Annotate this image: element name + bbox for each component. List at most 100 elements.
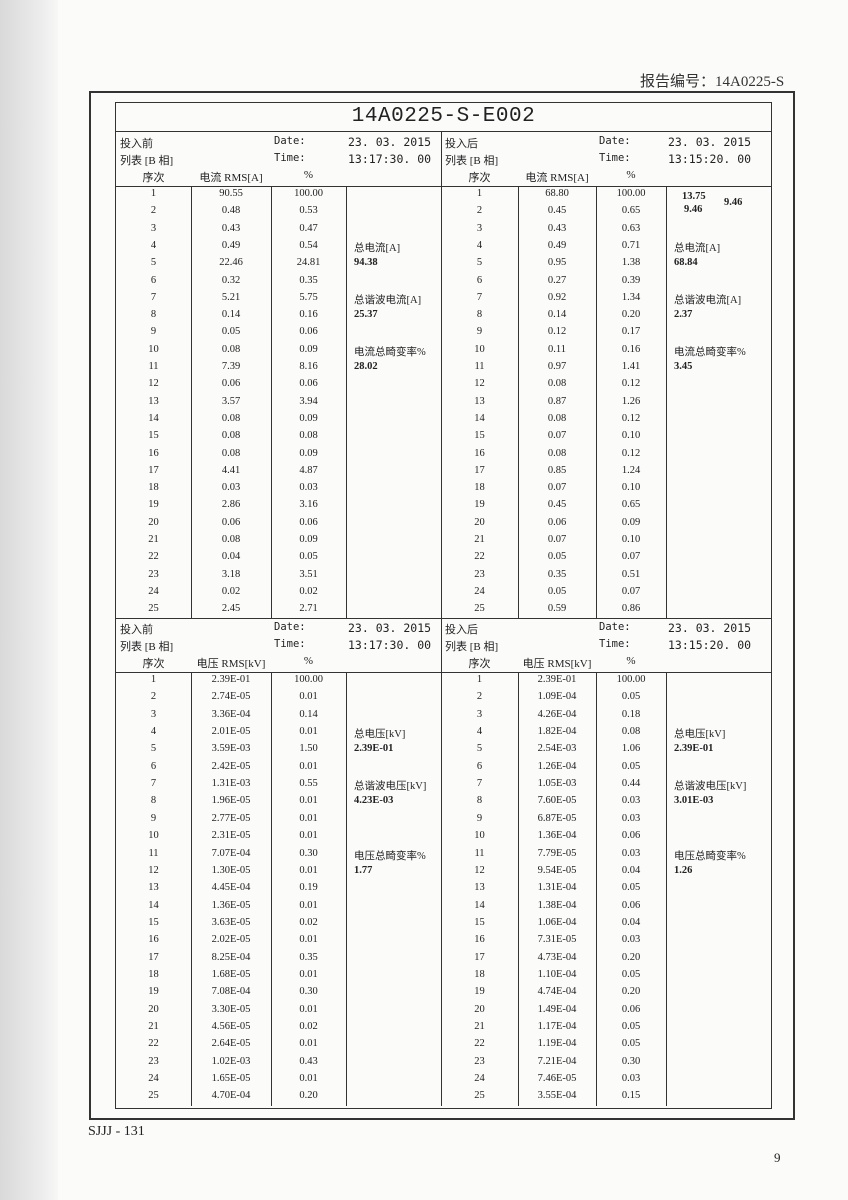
summary-value: 2.37 xyxy=(674,309,693,321)
percent-value: 0.55 xyxy=(299,778,318,790)
rms-value: 7.39 xyxy=(221,361,241,372)
percent-value: 0.30 xyxy=(299,847,318,859)
col-header-percent: % xyxy=(626,169,636,181)
percent-value: 1.06 xyxy=(621,743,641,755)
rms-value: 0.08 xyxy=(221,412,241,424)
after-voltage-date: 23. 03. 2015 xyxy=(668,621,752,635)
harmonic-order: 22 xyxy=(474,1038,485,1050)
percent-value: 0.20 xyxy=(621,986,641,998)
rms-value: 1.36E-04 xyxy=(537,830,577,842)
rms-value: 1.02E-03 xyxy=(211,1055,251,1067)
rms-value: 7.31E-05 xyxy=(537,934,577,946)
harmonic-order: 12 xyxy=(148,864,159,876)
percent-value: 1.38 xyxy=(621,257,641,269)
harmonic-order: 21 xyxy=(148,1021,159,1032)
percent-value: 0.03 xyxy=(621,1073,641,1085)
harmonic-order: 18 xyxy=(148,482,159,494)
harmonic-order: 16 xyxy=(148,934,159,946)
rms-value: 1.26E-04 xyxy=(537,760,577,772)
harmonic-order: 12 xyxy=(474,864,485,876)
summary-value: 4.23E-03 xyxy=(354,795,394,807)
after-voltage-list-label: 列表 [B 相] xyxy=(445,641,499,653)
rms-value: 0.43 xyxy=(221,222,241,234)
rms-value: 0.45 xyxy=(547,499,567,511)
percent-value: 0.19 xyxy=(299,882,318,894)
col-header-rms: 电流 RMS[A] xyxy=(199,172,263,184)
after-current-date-label: Date: xyxy=(599,135,631,147)
percent-value: 0.04 xyxy=(621,864,641,876)
rms-value: 0.27 xyxy=(547,274,567,286)
percent-value: 0.01 xyxy=(299,812,318,824)
column-divider xyxy=(271,672,272,1106)
rms-value: 0.32 xyxy=(221,274,241,286)
rms-value: 0.05 xyxy=(221,326,241,338)
rms-value: 4.26E-04 xyxy=(537,708,577,720)
harmonic-order: 7 xyxy=(476,778,483,790)
harmonics-table: 14A0225-S-E002 投入前 列表 [B 相] Date: Time: 23. … xyxy=(115,102,772,1109)
harmonic-order: 20 xyxy=(148,1003,159,1015)
after-voltage-state-label: 投入后 xyxy=(445,624,478,636)
rms-value: 1.05E-03 xyxy=(537,778,577,790)
percent-value: 0.06 xyxy=(299,516,318,528)
rms-value: 0.08 xyxy=(221,430,241,442)
summary-value: 3.01E-03 xyxy=(674,795,714,807)
harmonic-order: 13 xyxy=(474,882,485,894)
rms-value: 0.07 xyxy=(547,430,567,442)
percent-value: 0.12 xyxy=(621,412,641,424)
harmonic-order: 2 xyxy=(476,205,483,217)
summary-value: 1.26 xyxy=(674,864,693,876)
percent-value: 0.05 xyxy=(299,551,318,563)
harmonic-order: 19 xyxy=(148,499,159,511)
before-voltage-date-label: Date: xyxy=(274,621,306,633)
col-header-rms: 电压 RMS[kV] xyxy=(196,658,266,670)
harmonic-order: 15 xyxy=(474,916,485,928)
rms-value: 0.14 xyxy=(547,309,567,321)
harmonic-order: 5 xyxy=(150,257,157,269)
harmonic-order: 12 xyxy=(148,378,159,390)
before-voltage-state-label: 投入前 xyxy=(120,624,153,636)
before-voltage-date: 23. 03. 2015 xyxy=(348,621,432,635)
harmonic-order: 15 xyxy=(474,430,485,442)
rms-value: 0.08 xyxy=(221,447,241,459)
before-voltage-time: 13:17:30. 00 xyxy=(348,638,432,652)
before-voltage-list-label: 列表 [B 相] xyxy=(120,641,174,653)
column-divider xyxy=(346,672,347,1106)
rms-value: 2.31E-05 xyxy=(211,830,251,842)
harmonic-order: 18 xyxy=(474,482,485,494)
rms-value: 1.68E-05 xyxy=(211,968,251,980)
percent-value: 0.06 xyxy=(621,899,641,911)
summary-value: 25.37 xyxy=(354,309,378,321)
summary-value: 1.77 xyxy=(354,864,373,876)
harmonic-order: 2 xyxy=(150,205,157,217)
harmonic-order: 24 xyxy=(148,1073,159,1085)
rms-value: 0.06 xyxy=(221,516,241,528)
percent-value: 0.12 xyxy=(621,378,641,390)
summary-value: 28.02 xyxy=(354,361,378,372)
percent-value: 0.03 xyxy=(299,482,318,494)
percent-value: 0.10 xyxy=(621,534,641,545)
rms-value: 0.04 xyxy=(221,551,241,563)
harmonic-order: 16 xyxy=(474,934,485,946)
percent-value: 5.75 xyxy=(299,291,318,303)
percent-value: 100.00 xyxy=(294,188,323,199)
harmonic-order: 23 xyxy=(148,568,159,580)
page-number: 9 xyxy=(774,1150,781,1165)
summary-label: 电流总畸变率% xyxy=(354,346,426,358)
percent-value: 0.07 xyxy=(621,585,641,597)
rms-value: 8.25E-04 xyxy=(211,951,251,963)
percent-value: 0.06 xyxy=(621,830,641,842)
report-number: 报告编号：14A0225-S xyxy=(640,74,785,90)
harmonic-order: 21 xyxy=(148,534,159,545)
harmonic-order: 25 xyxy=(474,1090,485,1102)
rms-value: 0.11 xyxy=(548,343,566,355)
percent-value: 0.05 xyxy=(621,691,641,703)
summary-label: 电压总畸变率% xyxy=(674,850,746,862)
after-voltage-date-label: Date: xyxy=(599,621,631,633)
after-current-state-label: 投入后 xyxy=(445,138,478,150)
harmonic-order: 15 xyxy=(148,916,159,928)
rms-value: 0.02 xyxy=(221,585,241,597)
percent-value: 0.05 xyxy=(621,968,641,980)
rms-value: 0.97 xyxy=(547,361,567,372)
percent-value: 0.06 xyxy=(299,326,318,338)
percent-value: 0.54 xyxy=(299,239,318,251)
